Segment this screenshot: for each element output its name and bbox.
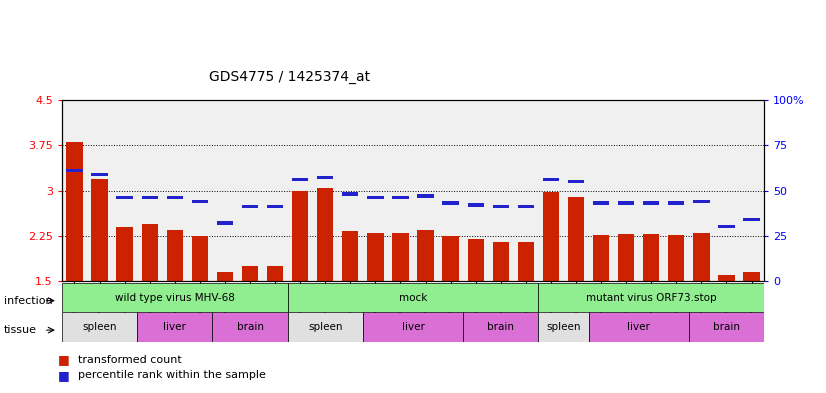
Bar xyxy=(267,266,283,281)
Bar xyxy=(492,205,509,208)
Bar xyxy=(342,231,358,281)
Text: percentile rank within the sample: percentile rank within the sample xyxy=(78,370,266,380)
Bar xyxy=(567,180,584,183)
Bar xyxy=(492,242,509,281)
Bar xyxy=(216,221,233,225)
Bar xyxy=(212,312,287,342)
Text: liver: liver xyxy=(627,322,650,332)
Text: GDS4775 / 1425374_at: GDS4775 / 1425374_at xyxy=(208,70,370,84)
Bar xyxy=(292,191,308,281)
Text: spleen: spleen xyxy=(83,322,116,332)
Bar xyxy=(743,272,760,281)
Bar xyxy=(643,202,659,205)
Bar xyxy=(567,196,584,281)
Text: transformed count: transformed count xyxy=(78,354,183,365)
Bar xyxy=(66,169,83,172)
Text: ■: ■ xyxy=(58,353,69,366)
Bar xyxy=(267,205,283,208)
Bar xyxy=(468,239,484,281)
Bar xyxy=(317,187,334,281)
Bar xyxy=(689,312,764,342)
Text: tissue: tissue xyxy=(4,325,37,335)
Bar xyxy=(192,236,208,281)
Bar xyxy=(668,202,685,205)
Text: spleen: spleen xyxy=(308,322,343,332)
Bar xyxy=(242,205,259,208)
Text: brain: brain xyxy=(236,322,263,332)
Text: wild type virus MHV-68: wild type virus MHV-68 xyxy=(115,293,235,303)
Text: liver: liver xyxy=(164,322,186,332)
Bar xyxy=(292,178,308,181)
Bar xyxy=(417,194,434,198)
Bar xyxy=(62,312,137,342)
Bar xyxy=(363,312,463,342)
Bar xyxy=(317,176,334,180)
Text: spleen: spleen xyxy=(546,322,581,332)
Bar xyxy=(543,193,559,281)
Bar xyxy=(518,205,534,208)
Bar xyxy=(518,242,534,281)
Bar xyxy=(463,312,539,342)
Bar xyxy=(287,283,539,312)
Bar xyxy=(192,200,208,203)
Bar xyxy=(216,272,233,281)
Bar xyxy=(368,196,383,199)
Bar xyxy=(693,200,710,203)
Bar xyxy=(643,234,659,281)
Bar xyxy=(66,142,83,281)
Bar xyxy=(92,173,107,176)
Text: mock: mock xyxy=(399,293,427,303)
Bar xyxy=(392,196,409,199)
Bar xyxy=(539,312,588,342)
Bar xyxy=(342,193,358,196)
Bar xyxy=(443,202,458,205)
Bar xyxy=(92,178,107,281)
Bar xyxy=(593,235,610,281)
Bar xyxy=(618,234,634,281)
Bar xyxy=(668,235,685,281)
Text: mutant virus ORF73.stop: mutant virus ORF73.stop xyxy=(586,293,716,303)
Text: ■: ■ xyxy=(58,369,69,382)
Bar xyxy=(543,178,559,181)
Text: liver: liver xyxy=(401,322,425,332)
Bar xyxy=(141,224,158,281)
Bar xyxy=(468,203,484,207)
Bar xyxy=(693,233,710,281)
Bar xyxy=(743,218,760,221)
Text: brain: brain xyxy=(713,322,740,332)
Bar xyxy=(167,196,183,199)
Bar xyxy=(116,196,133,199)
Bar xyxy=(62,283,287,312)
Bar xyxy=(167,230,183,281)
Bar xyxy=(593,202,610,205)
Text: infection: infection xyxy=(4,296,53,306)
Bar xyxy=(618,202,634,205)
Bar xyxy=(588,312,689,342)
Bar xyxy=(417,230,434,281)
Bar xyxy=(392,233,409,281)
Bar xyxy=(719,275,734,281)
Bar xyxy=(116,227,133,281)
Bar xyxy=(242,266,259,281)
Bar xyxy=(368,233,383,281)
Bar xyxy=(719,225,734,228)
Bar xyxy=(141,196,158,199)
Bar xyxy=(287,312,363,342)
Bar xyxy=(137,312,212,342)
Text: brain: brain xyxy=(487,322,515,332)
Bar xyxy=(539,283,764,312)
Bar xyxy=(443,236,458,281)
